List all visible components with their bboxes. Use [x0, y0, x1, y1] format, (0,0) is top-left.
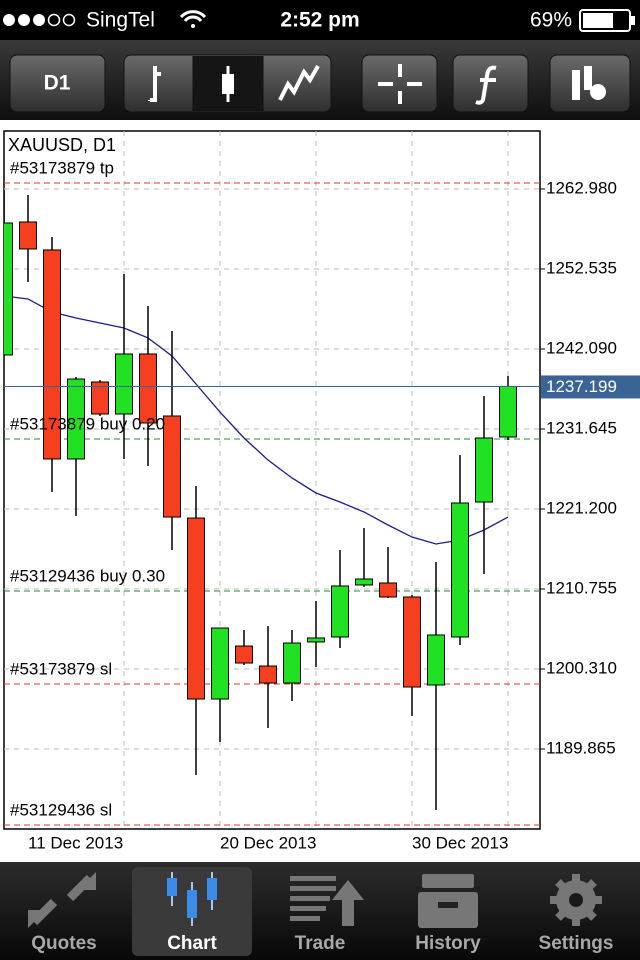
- tab-icon[interactable]: [550, 874, 602, 926]
- tab-icon[interactable]: [290, 876, 364, 926]
- y-tick-label: 1242.090: [546, 338, 617, 357]
- y-tick-label: 1231.645: [546, 418, 617, 437]
- x-tick-label: 30 Dec 2013: [412, 833, 508, 852]
- battery: [579, 9, 631, 32]
- clock: 2:52 pm: [280, 9, 359, 32]
- candle-body: [379, 582, 397, 598]
- tab-icon[interactable]: [418, 874, 478, 928]
- candle-body: [475, 437, 493, 503]
- chart-background: [0, 120, 640, 862]
- battery-tip: [631, 16, 635, 25]
- x-tick-label: 20 Dec 2013: [220, 833, 316, 852]
- chart-settings-icon[interactable]: [572, 66, 606, 100]
- candle-body: [355, 578, 373, 586]
- bar-chart-icon[interactable]: [148, 66, 161, 102]
- tab-label[interactable]: Quotes: [31, 933, 96, 954]
- line-chart-icon[interactable]: [278, 65, 320, 101]
- order-label: #53173879 tp: [10, 158, 114, 177]
- candle-body: [235, 645, 253, 664]
- candle-icon[interactable]: [222, 66, 234, 102]
- battery-fill: [583, 13, 613, 28]
- function-icon[interactable]: [475, 65, 497, 105]
- candle-body: [427, 634, 445, 686]
- chart-title: XAUUSD, D1: [8, 135, 116, 155]
- x-tick-label: 11 Dec 2013: [28, 833, 123, 852]
- candle-body: [163, 415, 181, 518]
- y-tick-label: 1221.200: [546, 498, 617, 517]
- y-tick-label: 1262.980: [546, 178, 617, 197]
- tab-icon[interactable]: [28, 872, 96, 928]
- candle-body: [67, 378, 85, 460]
- tab-icon[interactable]: [167, 872, 217, 926]
- tab-label[interactable]: Trade: [295, 933, 346, 954]
- tab-label[interactable]: Settings: [539, 933, 614, 954]
- y-tick-label: 1210.755: [546, 578, 617, 597]
- order-label: #53129436 buy 0.30: [10, 566, 165, 585]
- plot-frame: [3, 130, 541, 830]
- candle-body: [283, 642, 301, 684]
- candle-body: [499, 385, 517, 438]
- candle-body: [91, 381, 109, 415]
- indicators-button[interactable]: [452, 54, 529, 113]
- battery-level: 69%: [530, 9, 572, 32]
- tabs: Quotes Chart Trade History Settings: [28, 867, 613, 956]
- y-tick-label: 1252.535: [546, 258, 617, 277]
- y-tick-label: 1189.865: [546, 738, 616, 757]
- tab-label[interactable]: History: [415, 933, 481, 954]
- candle-body: [115, 353, 133, 415]
- candle-body: [4, 222, 13, 356]
- candle-body: [259, 665, 277, 684]
- y-tick-label: 1200.310: [546, 658, 617, 677]
- candle-body: [19, 221, 37, 250]
- crosshair-icon[interactable]: [378, 64, 422, 104]
- timeframe[interactable]: D1: [44, 72, 71, 95]
- candle-body: [403, 596, 421, 688]
- order-label: #53173879 buy 0.20: [10, 414, 165, 433]
- signal: [3, 13, 76, 27]
- candle-body: [139, 353, 157, 424]
- status-bar: [0, 0, 640, 40]
- bid-label: 1237.199: [546, 377, 617, 396]
- crosshair-button[interactable]: [361, 54, 438, 113]
- order-label: #53173879 sl: [10, 659, 112, 678]
- candle-body: [307, 637, 325, 643]
- tab-label[interactable]: Chart: [167, 933, 217, 954]
- plot-area: [4, 131, 540, 829]
- timeframe-button[interactable]: [9, 54, 106, 113]
- bid-box: [541, 375, 640, 399]
- wifi: [179, 10, 207, 28]
- candle-body: [43, 249, 61, 460]
- order-label: #53129436 sl: [10, 801, 112, 820]
- candle-body: [451, 502, 469, 638]
- moving-average: [4, 295, 509, 545]
- candle-body: [331, 585, 349, 638]
- carrier: SingTel: [86, 9, 155, 32]
- candle-body: [211, 627, 229, 700]
- candle-body: [187, 517, 205, 700]
